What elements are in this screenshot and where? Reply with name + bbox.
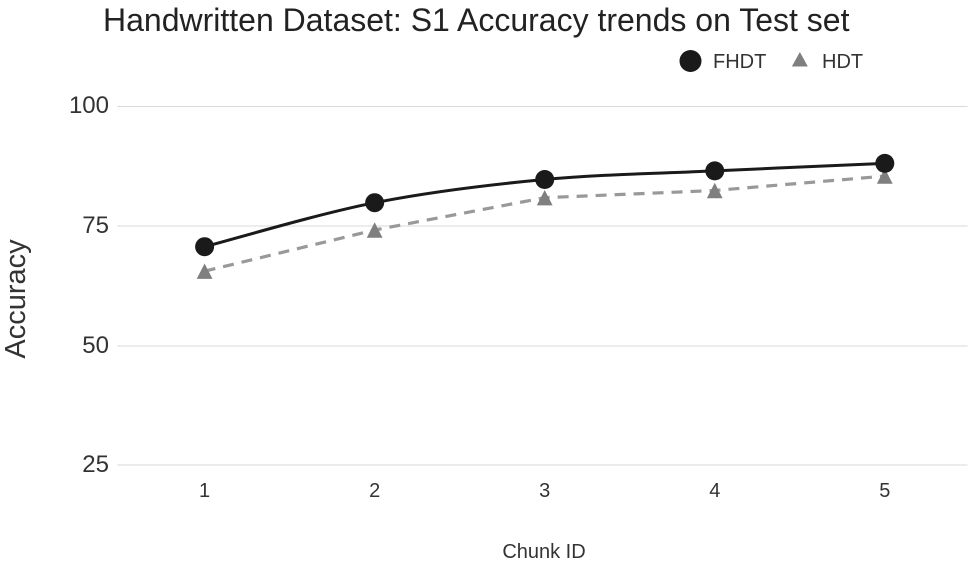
svg-text:4: 4 [709,480,720,502]
svg-text:3: 3 [539,480,550,502]
svg-text:Accuracy: Accuracy [0,239,32,359]
svg-text:5: 5 [879,480,890,502]
svg-text:75: 75 [82,212,109,239]
svg-text:1: 1 [199,480,210,502]
svg-text:Chunk ID: Chunk ID [502,541,585,563]
svg-text:100: 100 [69,92,109,119]
svg-text:50: 50 [82,332,109,359]
svg-text:HDT: HDT [822,51,863,73]
svg-text:FHDT: FHDT [713,51,766,73]
svg-text:2: 2 [369,480,380,502]
svg-text:25: 25 [82,451,109,478]
